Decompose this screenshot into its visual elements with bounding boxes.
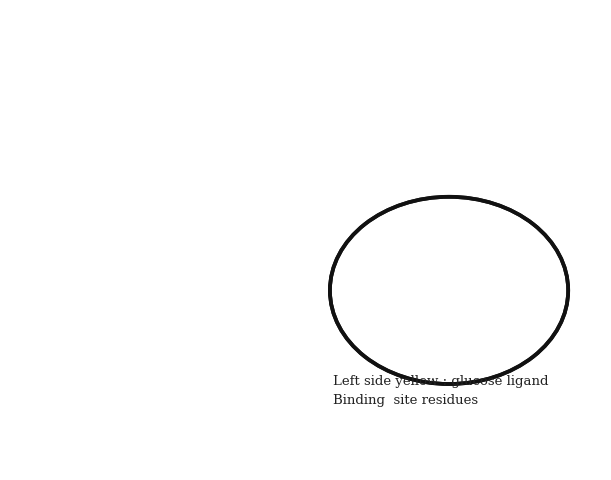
Polygon shape [61,164,122,221]
Text: Left side yellow : glucose ligand
Binding  site residues: Left side yellow : glucose ligand Bindin… [333,375,549,407]
Polygon shape [55,254,104,302]
Polygon shape [196,218,232,243]
Polygon shape [110,230,159,268]
Polygon shape [116,110,189,158]
Polygon shape [97,245,147,283]
Polygon shape [24,182,98,249]
Polygon shape [318,125,355,164]
Polygon shape [153,74,189,98]
Circle shape [408,258,515,342]
Circle shape [387,237,487,315]
Circle shape [167,229,185,242]
Polygon shape [79,154,141,211]
Circle shape [359,234,490,337]
Polygon shape [79,221,117,259]
Polygon shape [229,206,260,226]
Polygon shape [327,177,357,206]
Polygon shape [284,149,327,187]
Polygon shape [168,149,199,168]
Polygon shape [120,206,150,226]
Polygon shape [199,67,229,86]
Polygon shape [257,182,305,230]
Circle shape [170,233,192,250]
Polygon shape [141,206,226,274]
Polygon shape [251,134,299,173]
Polygon shape [221,79,269,113]
Circle shape [175,236,183,242]
Circle shape [176,241,192,253]
Polygon shape [0,48,356,413]
Polygon shape [217,110,248,130]
Polygon shape [165,86,226,125]
Circle shape [359,215,526,347]
Polygon shape [0,48,356,413]
Polygon shape [269,96,318,134]
Circle shape [179,230,197,245]
Polygon shape [241,242,272,266]
